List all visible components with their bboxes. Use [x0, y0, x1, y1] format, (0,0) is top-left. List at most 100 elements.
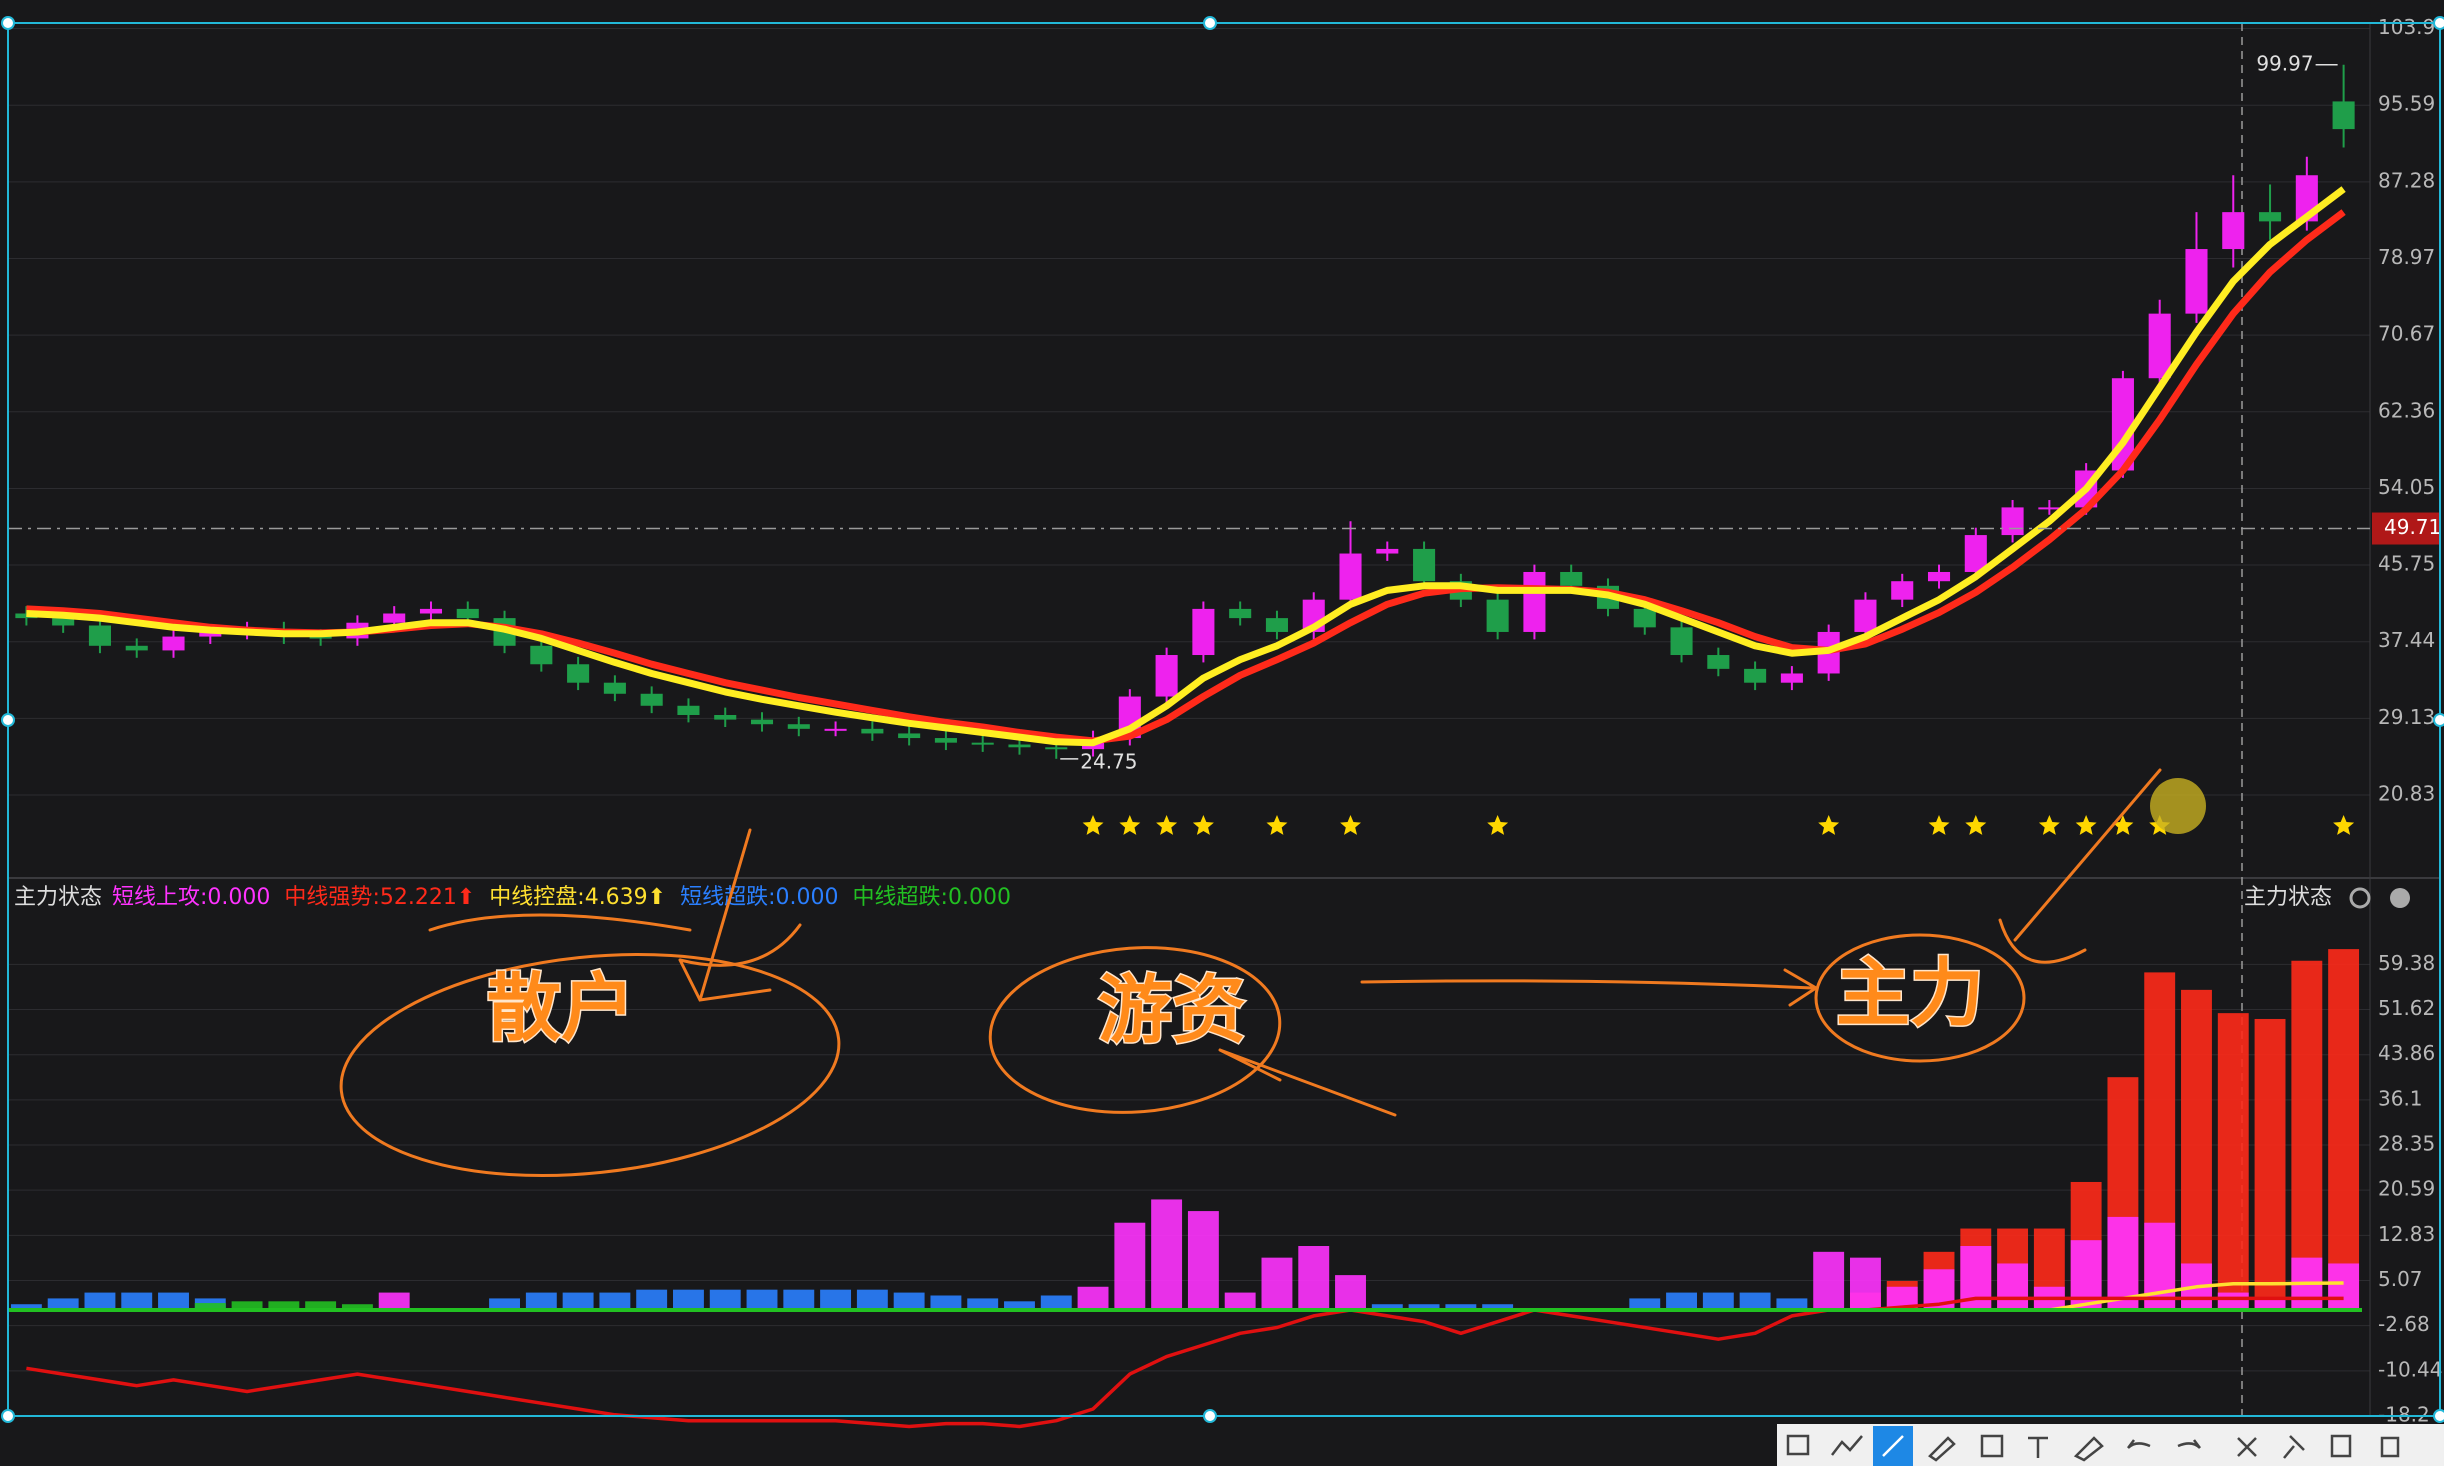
handle[interactable]: [1203, 1409, 1217, 1423]
indicator-bar: [2254, 1298, 2286, 1311]
moving-average: [26, 186, 2346, 747]
indicator-bar: [930, 1295, 962, 1311]
candle-body: [1045, 747, 1068, 750]
signal-star: [1340, 815, 1361, 835]
y-tick-label: 45.75: [2378, 552, 2435, 576]
indicator-bar: [194, 1303, 226, 1311]
y-tick-label: -18.2: [2378, 1403, 2430, 1427]
signal-star: [2333, 815, 2355, 835]
candle-body: [1744, 668, 1767, 683]
tool-shape[interactable]: [1786, 1434, 1810, 1456]
handle[interactable]: [1203, 16, 1217, 30]
candle-body: [199, 631, 222, 637]
candle-body: [419, 608, 443, 614]
indicator-bar: [1482, 1304, 1514, 1311]
tool-pen[interactable]: [1928, 1436, 1956, 1462]
indicator-bar: [1114, 1222, 1146, 1311]
tool-fill[interactable]: [1980, 1434, 2004, 1458]
indicator-bar: [1850, 1257, 1881, 1311]
tool-pin[interactable]: [2283, 1435, 2305, 1459]
readout-name: 短线上攻: [112, 885, 200, 910]
candle-body: [1854, 599, 1877, 632]
tool-undo[interactable]: [2127, 1439, 2151, 1449]
scribble-hot-money: [1218, 1048, 1397, 1117]
settings-icon[interactable]: [2349, 887, 2371, 909]
indicator-bar: [2217, 1013, 2249, 1311]
handle[interactable]: [1, 16, 15, 30]
y-tick-label: -10.44: [2378, 1357, 2442, 1381]
y-tick-label: 87.28: [2378, 168, 2435, 192]
indicator-bar: [1666, 1292, 1697, 1311]
candle-body: [1523, 571, 1546, 632]
y-tick-label: 12.83: [2378, 1222, 2435, 1246]
signal-star: [1156, 815, 1178, 835]
indicator-bar: [2291, 960, 2323, 1311]
candle-body: [383, 613, 406, 623]
tool-eraser[interactable]: [2073, 1436, 2104, 1462]
candle-body: [530, 645, 553, 665]
handle[interactable]: [2433, 713, 2444, 727]
tool-redo[interactable]: [2177, 1439, 2201, 1449]
readout-name: 中线强势: [284, 885, 372, 910]
signal-star: [1818, 815, 1840, 835]
y-tick-label: 5.07: [2378, 1267, 2423, 1291]
indicator-bar: [1040, 1295, 1072, 1311]
candle-body: [1265, 618, 1288, 632]
y-tick-label: 29.13: [2378, 705, 2435, 729]
indicator-line: [26, 1296, 2344, 1429]
candle-body: [2259, 212, 2282, 222]
help-icon[interactable]: [2390, 888, 2410, 908]
tool-text[interactable]: [2028, 1436, 2048, 1458]
candle-body: [640, 693, 663, 706]
readout-value: :4.639⬆: [577, 885, 666, 910]
candle-body: [1707, 655, 1730, 669]
tool-save[interactable]: [2330, 1434, 2352, 1458]
candle-body: [1927, 571, 1951, 582]
indicator-bar: [2328, 1263, 2360, 1311]
label-main-force: 主力: [1836, 951, 1984, 1037]
circle-hot-money: [988, 946, 1282, 1114]
y-tick-label: 59.38: [2378, 951, 2435, 975]
candle-body: [1229, 608, 1252, 619]
grid-layer: 20.83 29.13 37.44 45.75 54.05 62.36 70.67 78.97…: [8, 15, 2442, 1427]
indicator-bar: [158, 1292, 189, 1311]
label-retail: 散户: [487, 966, 635, 1052]
indicator-bar: [121, 1292, 153, 1311]
indicator-bar: [562, 1292, 594, 1311]
candle-body: [2185, 249, 2208, 314]
candle-body: [898, 733, 921, 739]
candle-body: [125, 645, 148, 651]
candle-body: [1376, 548, 1399, 554]
indicator-bar: [1004, 1301, 1035, 1311]
handle[interactable]: [1, 713, 15, 727]
y-tick-label: 28.35: [2378, 1132, 2435, 1156]
tool-close[interactable]: [2237, 1437, 2257, 1457]
handle[interactable]: [1, 1409, 15, 1423]
tool-trend[interactable]: [1831, 1435, 1863, 1456]
handle[interactable]: [2433, 16, 2444, 30]
indicator-bar: [2107, 1216, 2139, 1311]
signal-star: [1119, 815, 1141, 835]
indicator-bar: [341, 1304, 373, 1311]
indicator-bar: [1298, 1246, 1330, 1311]
panel-title-right: 主力状态: [2244, 885, 2332, 910]
candle-body: [567, 664, 590, 683]
tool-copy[interactable]: [2380, 1436, 2400, 1458]
candle-body: [861, 728, 884, 734]
indicator-bar: [2328, 949, 2360, 1311]
circle-main-force: [1814, 933, 2026, 1063]
y-tick-label: 20.83: [2378, 781, 2435, 805]
toolbar: [1777, 1424, 2444, 1466]
candle-body: [52, 618, 75, 626]
tool-line[interactable]: [1882, 1435, 1904, 1457]
handle[interactable]: [2433, 1409, 2444, 1423]
indicator-bar: [2217, 1292, 2249, 1311]
indicator-bar: [1445, 1304, 1477, 1311]
indicator-bar: [268, 1301, 300, 1311]
readout-name: 中线超跌: [853, 885, 941, 910]
circle-retail: [339, 952, 841, 1178]
readout-name: 短线超跌: [680, 885, 768, 910]
y-tick-label: 95.59: [2378, 92, 2435, 116]
